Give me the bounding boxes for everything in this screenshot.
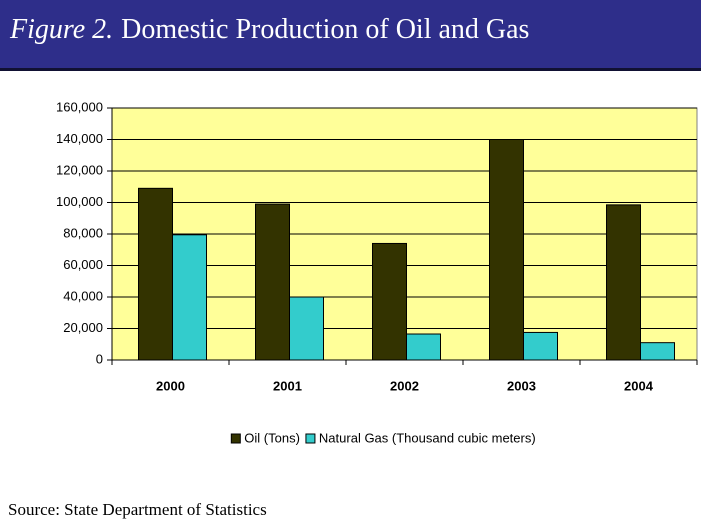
bar — [640, 342, 675, 361]
bar — [172, 234, 207, 361]
y-tick-label: 60,000 — [63, 257, 103, 272]
y-tick-label: 160,000 — [56, 99, 103, 114]
bar — [138, 187, 173, 361]
x-tick-label: 2004 — [624, 378, 654, 393]
y-tick-label: 140,000 — [56, 131, 103, 146]
legend-swatch — [230, 433, 241, 444]
source-note: Source: State Department of Statistics — [8, 500, 267, 519]
y-tick-label: 0 — [96, 351, 103, 366]
bar — [489, 139, 524, 361]
legend-label: Oil (Tons) — [244, 430, 300, 445]
figure-label: Figure 2. — [9, 14, 113, 45]
legend-label: Natural Gas (Thousand cubic meters) — [319, 430, 536, 445]
title-banner — [0, 0, 701, 70]
y-tick-label: 120,000 — [56, 162, 103, 177]
x-tick-label: 2000 — [156, 378, 185, 393]
y-tick-label: 20,000 — [63, 320, 103, 335]
y-tick-label: 40,000 — [63, 288, 103, 303]
x-tick-label: 2001 — [273, 378, 302, 393]
bar — [289, 296, 324, 361]
y-tick-label: 100,000 — [56, 194, 103, 209]
legend-swatch — [305, 433, 316, 444]
bar — [255, 203, 290, 361]
x-tick-label: 2003 — [507, 378, 536, 393]
bar — [372, 242, 407, 361]
title-text: Domestic Production of Oil and Gas — [121, 14, 529, 45]
bar — [606, 204, 641, 361]
y-tick-label: 80,000 — [63, 225, 103, 240]
bar — [406, 333, 441, 361]
x-tick-label: 2002 — [390, 378, 419, 393]
chart-title: Figure 2. Domestic Production of Oil and … — [9, 14, 529, 45]
title-rule — [0, 68, 701, 71]
bar — [523, 331, 558, 361]
